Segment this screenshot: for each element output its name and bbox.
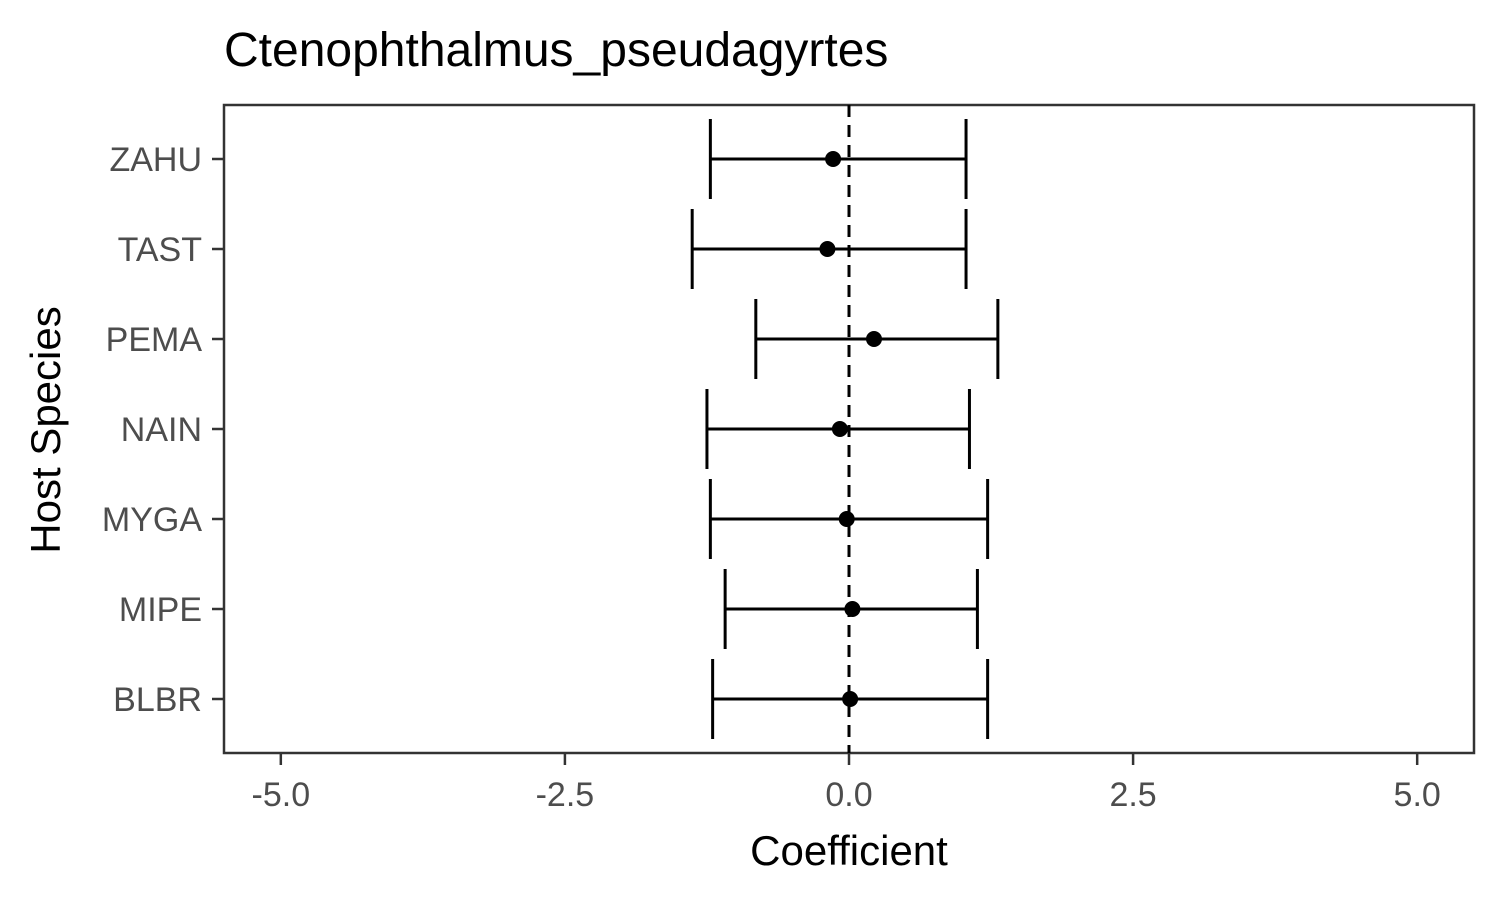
- point-zahu: [825, 151, 842, 167]
- x-tick-label-0: -5.0: [252, 776, 311, 814]
- x-tick-label-3: 2.5: [1109, 776, 1156, 814]
- x-tick-label-4: 5.0: [1394, 776, 1441, 814]
- point-pema: [866, 331, 882, 347]
- y-axis-title: Host Species: [22, 306, 69, 553]
- x-tick-label-2: 0.0: [825, 776, 872, 814]
- y-tick-label-zahu: ZAHU: [109, 141, 202, 179]
- point-layer: [819, 151, 882, 707]
- y-tick-label-blbr: BLBR: [113, 681, 202, 719]
- point-tast: [819, 241, 836, 257]
- point-mipe: [844, 601, 861, 617]
- point-myga: [838, 511, 855, 527]
- errorbar-layer: [690, 119, 1000, 739]
- y-tick-label-nain: NAIN: [121, 411, 202, 449]
- chart-title: Ctenophthalmus_pseudagyrtes: [224, 24, 888, 77]
- y-axis: ZAHU TAST PEMA NAIN MYGA MIPE BLBR: [102, 141, 224, 719]
- x-tick-label-1: -2.5: [536, 776, 595, 814]
- x-axis: -5.0 -2.5 0.0 2.5 5.0: [252, 753, 1441, 814]
- point-blbr: [842, 691, 859, 707]
- y-tick-label-pema: PEMA: [106, 321, 203, 359]
- y-tick-label-mipe: MIPE: [119, 591, 202, 629]
- point-nain: [831, 421, 848, 437]
- y-tick-label-tast: TAST: [118, 231, 202, 269]
- y-tick-label-myga: MYGA: [102, 501, 202, 539]
- x-axis-title: Coefficient: [750, 827, 948, 874]
